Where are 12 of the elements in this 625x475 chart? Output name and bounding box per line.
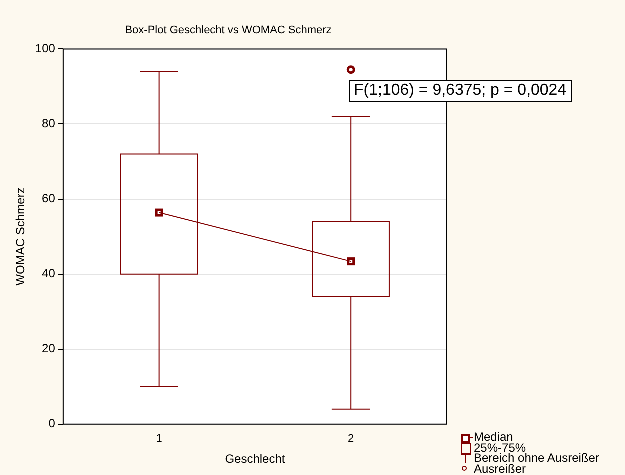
x-tick-label: 2 (348, 433, 354, 446)
y-tick-label: 60 (42, 192, 56, 206)
annotation: F(1;106) = 9,6375; p = 0,0024 (349, 80, 572, 102)
chart-title: Box-Plot Geschlecht vs WOMAC Schmerz (125, 24, 332, 37)
y-tick-label: 80 (42, 116, 56, 131)
y-tick-label: 100 (35, 42, 56, 56)
y-tick-label: 40 (42, 266, 56, 281)
y-tick-label: 0 (48, 416, 56, 431)
y-tick-label: 20 (42, 342, 56, 356)
y-axis-title: WOMAC Schmerz (14, 188, 28, 286)
x-axis-title: Geschlecht (225, 452, 286, 466)
x-tick-label: 1 (156, 433, 162, 446)
